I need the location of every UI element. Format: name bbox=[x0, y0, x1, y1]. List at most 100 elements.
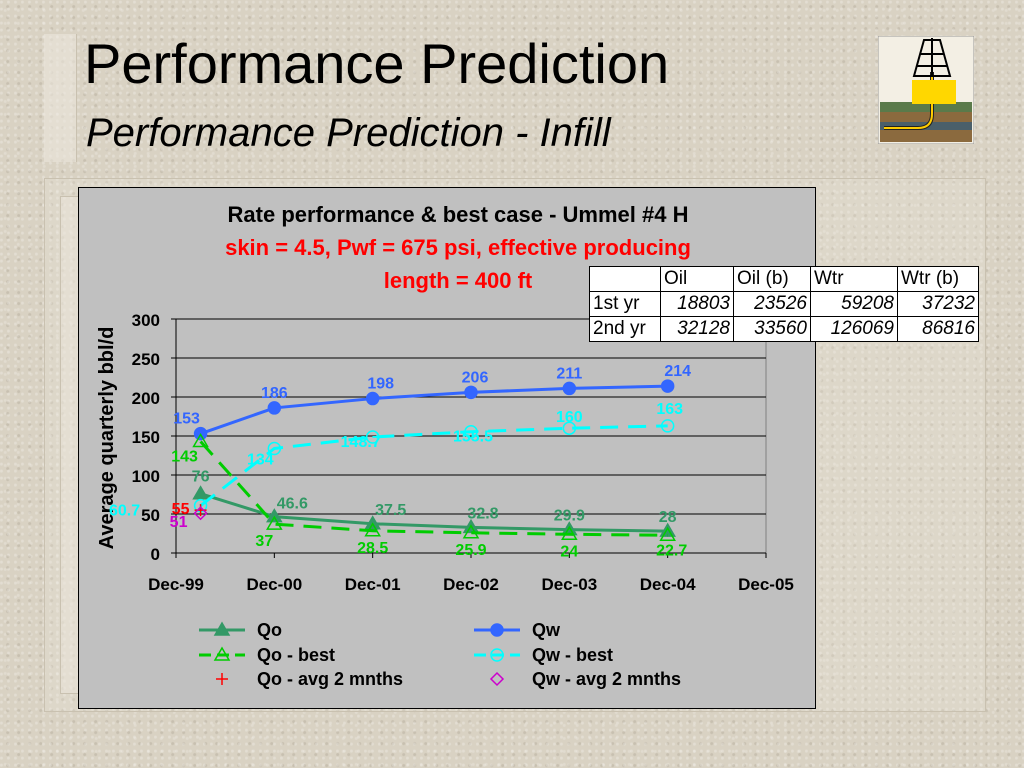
series-line-qw bbox=[200, 384, 668, 436]
table-cell: 59208 bbox=[810, 291, 898, 317]
chart-title: Rate performance & best case - Ummel #4 … bbox=[168, 198, 748, 297]
legend-label-qo-best: Qo - best bbox=[257, 645, 335, 665]
table-header-cell: Wtr bbox=[810, 266, 898, 292]
data-label-qw: 198 bbox=[367, 376, 394, 393]
data-label-qw-avg-2-mnths: 51 bbox=[170, 514, 188, 531]
data-point-qw-best bbox=[562, 421, 577, 435]
y-tick-label: 250 bbox=[132, 350, 160, 369]
data-point-qw bbox=[562, 381, 577, 396]
table-header-cell: Oil (b) bbox=[733, 266, 811, 292]
data-label-qo-best: 24 bbox=[560, 543, 578, 560]
data-point-qo-best bbox=[266, 515, 283, 530]
legend-label-qo-avg-2-mnths: Qo - avg 2 mnths bbox=[257, 669, 403, 689]
table-row-label: 2nd yr bbox=[589, 316, 661, 342]
data-label-qo: 29.9 bbox=[554, 508, 585, 525]
table-cell: 32128 bbox=[660, 316, 734, 342]
data-label-qo-best: 37 bbox=[255, 533, 273, 550]
y-tick-label: 100 bbox=[132, 467, 160, 486]
data-label-qo: 37.5 bbox=[375, 502, 406, 519]
series-line-qo-best bbox=[199, 440, 668, 537]
data-point-qw bbox=[660, 379, 675, 393]
data-label-qo-best: 28.5 bbox=[357, 540, 388, 557]
data-point-qw-best bbox=[660, 419, 675, 433]
data-label-qw-best: 60.7 bbox=[109, 503, 140, 520]
y-tick-label: 150 bbox=[132, 428, 160, 447]
x-tick-label: Dec-05 bbox=[738, 575, 794, 594]
legend-marker-qo-best bbox=[213, 646, 231, 661]
data-point-qo-best bbox=[462, 524, 480, 539]
y-axis-label: Average quarterly bbl/d bbox=[96, 327, 118, 550]
data-point-qo bbox=[192, 485, 209, 500]
y-tick-label: 0 bbox=[151, 545, 160, 564]
x-tick-label: Dec-00 bbox=[246, 575, 302, 594]
series-line-qo bbox=[200, 492, 668, 533]
data-point-qw-avg-2-mnths bbox=[193, 506, 208, 521]
data-label-qo-best: 25.9 bbox=[455, 542, 486, 559]
table-row-label: 1st yr bbox=[589, 291, 661, 317]
table-cell: 126069 bbox=[810, 316, 898, 342]
x-tick-label: Dec-01 bbox=[345, 575, 401, 594]
data-point-qo-best bbox=[659, 526, 676, 542]
data-point-qw-best bbox=[267, 441, 282, 456]
data-label-qw-best: 134 bbox=[247, 451, 274, 468]
data-label-qw: 214 bbox=[664, 363, 691, 380]
slide-subtitle: Performance Prediction - Infill bbox=[86, 111, 611, 155]
table-header-cell: Oil bbox=[660, 266, 734, 292]
data-label-qw-best: 148.7 bbox=[341, 434, 381, 451]
data-point-qo-best bbox=[561, 525, 578, 541]
data-point-qo-best bbox=[364, 522, 381, 537]
legend-marker-qw-avg-2-mnths bbox=[489, 671, 505, 687]
data-point-qw-best bbox=[365, 430, 380, 444]
chart-title-line2: skin = 4.5, Pwf = 675 psi, effective pro… bbox=[225, 235, 691, 260]
data-label-qo-avg-2-mnths: 55 bbox=[172, 501, 190, 518]
table-cell: 18803 bbox=[660, 291, 734, 317]
legend-label-qw: Qw bbox=[532, 620, 561, 640]
table-row: 2nd yr 32128 33560 126069 86816 bbox=[589, 316, 979, 342]
data-point-qw bbox=[464, 385, 478, 400]
data-label-qo-best: 143 bbox=[171, 448, 198, 465]
data-point-qo-best bbox=[192, 432, 209, 448]
chart-title-line3: length = 400 ft bbox=[383, 268, 533, 293]
table-cell: 33560 bbox=[733, 316, 811, 342]
data-label-qw-best: 155.5 bbox=[453, 429, 493, 446]
data-label-qo-best: 22.7 bbox=[656, 542, 687, 559]
production-table: Oil Oil (b) Wtr Wtr (b) 1st yr 18803 235… bbox=[589, 266, 979, 342]
table-cell: 86816 bbox=[897, 316, 979, 342]
legend-marker-qo bbox=[213, 621, 231, 636]
x-tick-label: Dec-04 bbox=[640, 575, 696, 594]
data-label-qw: 186 bbox=[261, 385, 288, 402]
data-label-qo: 76 bbox=[192, 469, 210, 486]
data-point-qw-best bbox=[464, 424, 478, 439]
data-label-qw: 211 bbox=[556, 365, 582, 382]
data-label-qw-best: 163 bbox=[656, 401, 683, 418]
legend-marker-qw bbox=[490, 623, 504, 637]
data-label-qw-best: 160 bbox=[556, 409, 583, 426]
legend-label-qo: Qo bbox=[257, 620, 282, 640]
table-cell: 23526 bbox=[733, 291, 811, 317]
title-accent-band bbox=[44, 34, 77, 162]
table-row: 1st yr 18803 23526 59208 37232 bbox=[589, 291, 979, 317]
data-label-qo: 32.8 bbox=[467, 505, 498, 522]
slide-title: Performance Prediction bbox=[84, 32, 670, 95]
table-header-cell bbox=[589, 266, 661, 292]
data-label-qw: 206 bbox=[462, 369, 489, 386]
data-point-qw bbox=[267, 401, 282, 415]
table-header-cell: Wtr (b) bbox=[897, 266, 979, 292]
y-tick-label: 300 bbox=[132, 311, 160, 330]
legend-label-qw-best: Qw - best bbox=[532, 645, 613, 665]
oil-well-logo-icon bbox=[878, 36, 974, 144]
x-tick-label: Dec-03 bbox=[541, 575, 597, 594]
series-line-qw-best bbox=[199, 424, 668, 507]
legend-label-qw-avg-2-mnths: Qw - avg 2 mnths bbox=[532, 669, 681, 689]
rate-performance-chart: 0 50 100 150 200 250 300 Dec-99 Dec-00 Dec-01 Dec-… bbox=[96, 311, 794, 689]
x-tick-label: Dec-02 bbox=[443, 575, 499, 594]
legend-marker-qw-best bbox=[490, 648, 504, 662]
legend-marker-qo-avg-2-mnths bbox=[216, 673, 228, 685]
y-tick-label: 200 bbox=[132, 389, 160, 408]
x-tick-label: Dec-99 bbox=[148, 575, 204, 594]
data-point-qo-avg-2-mnths bbox=[194, 504, 207, 517]
data-point-qw bbox=[365, 391, 380, 406]
data-label-qw: 153 bbox=[173, 411, 200, 428]
y-tick-label: 50 bbox=[141, 506, 160, 525]
chart-title-line1: Rate performance & best case - Ummel #4 … bbox=[227, 202, 689, 227]
